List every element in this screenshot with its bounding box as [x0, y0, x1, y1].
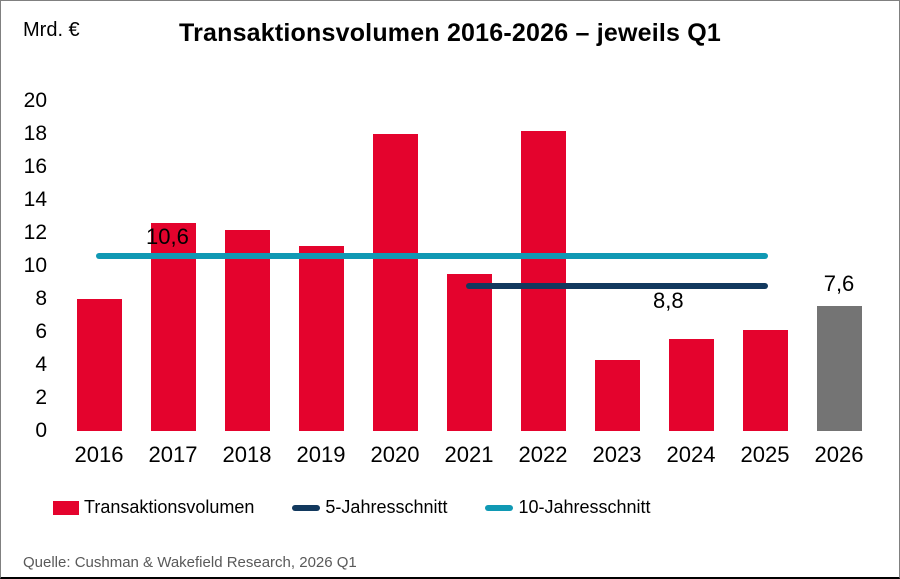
- teal-line-swatch-icon: [485, 504, 514, 511]
- five-year-average-line: [466, 282, 768, 289]
- bar-2022: [520, 130, 566, 431]
- bar-2019: [298, 246, 344, 431]
- bar-2025: [742, 330, 788, 431]
- y-tick-4: 4: [35, 353, 47, 376]
- x-label-2025: 2025: [740, 442, 790, 467]
- y-tick-16: 16: [23, 155, 47, 178]
- y-tick-8: 8: [35, 287, 47, 310]
- bar-2023: [594, 360, 640, 431]
- x-label-2020: 2020: [370, 442, 420, 467]
- legend-item-5-jahresschnitt: 5-Jahresschnitt: [292, 497, 447, 518]
- y-tick-2: 2: [35, 386, 47, 409]
- y-tick-0: 0: [35, 419, 47, 442]
- source-text: Quelle: Cushman & Wakefield Research, 20…: [23, 554, 357, 571]
- x-label-2021: 2021: [444, 442, 494, 467]
- y-axis-unit-label: Mrd. €: [23, 19, 80, 41]
- x-label-2016: 2016: [74, 442, 124, 467]
- x-label-2019: 2019: [296, 442, 346, 467]
- red-bar-swatch-icon: [53, 500, 79, 515]
- y-tick-10: 10: [23, 254, 47, 277]
- x-label-2023: 2023: [592, 442, 642, 467]
- x-label-2017: 2017: [148, 442, 198, 467]
- navy-line-swatch-icon: [292, 504, 321, 511]
- legend-label: Transaktionsvolumen: [84, 497, 255, 517]
- legend-label: 10-Jahresschnitt: [518, 497, 651, 517]
- legend-item-10-jahresschnitt: 10-Jahresschnitt: [485, 497, 651, 518]
- ten-year-avg-value-label: 10,6: [146, 224, 189, 249]
- bar-2016: [76, 299, 122, 431]
- x-label-2024: 2024: [666, 442, 716, 467]
- chart-title: Transaktionsvolumen 2016-2026 – jeweils …: [178, 19, 721, 47]
- y-tick-18: 18: [23, 122, 47, 145]
- bar-2020: [372, 134, 418, 431]
- y-tick-12: 12: [23, 221, 47, 244]
- bar-2018: [224, 229, 270, 431]
- legend-item-transaktionsvolumen: Transaktionsvolumen: [53, 497, 254, 518]
- bar-2024: [668, 338, 714, 431]
- y-tick-20: 20: [23, 89, 47, 112]
- y-tick-14: 14: [23, 188, 47, 211]
- x-label-2026: 2026: [814, 442, 864, 467]
- five-year-avg-value-label: 8,8: [653, 288, 684, 313]
- ten-year-average-line: [96, 253, 768, 260]
- x-label-2018: 2018: [222, 442, 272, 467]
- legend-label: 5-Jahresschnitt: [325, 497, 448, 517]
- forecast-bar-value-label: 7,6: [823, 271, 855, 296]
- legend: Transaktionsvolumen 5-Jahresschnitt 10-J…: [53, 497, 651, 518]
- bar-2026: [816, 305, 862, 431]
- x-label-2022: 2022: [518, 442, 568, 467]
- y-tick-6: 6: [35, 320, 47, 343]
- bar-2021: [446, 274, 492, 431]
